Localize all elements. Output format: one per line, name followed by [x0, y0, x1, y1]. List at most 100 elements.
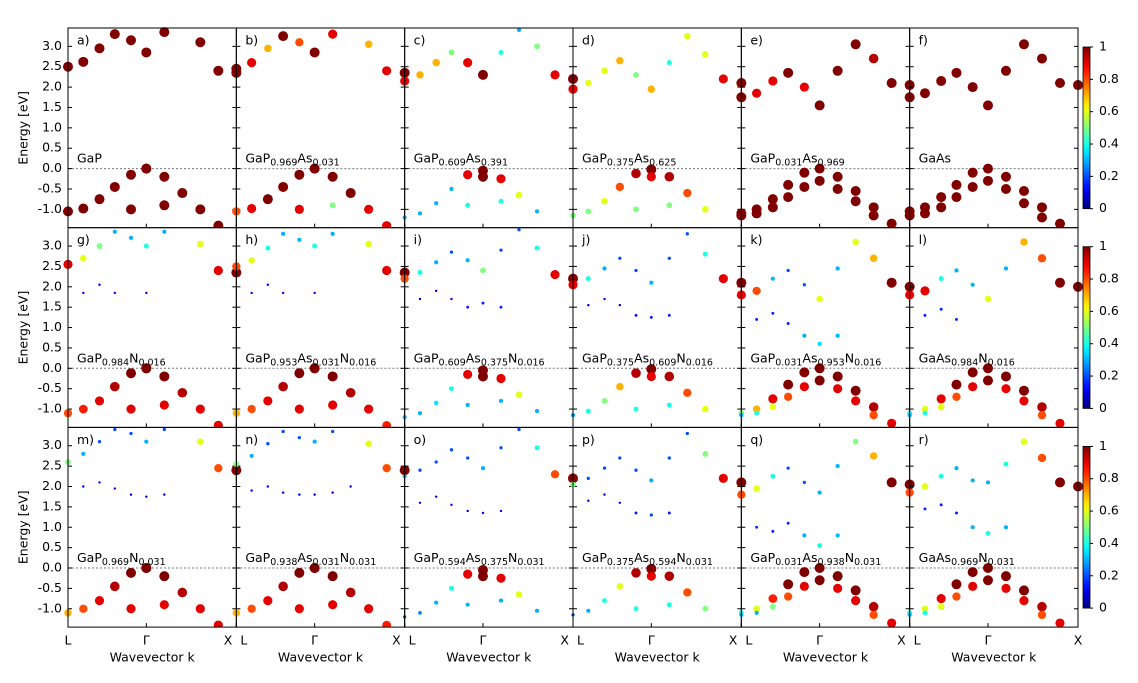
x-tick-label: L — [65, 633, 72, 648]
band-point — [646, 563, 657, 574]
composition-element: As — [466, 550, 481, 565]
band-point — [783, 192, 794, 203]
band-point — [382, 620, 392, 628]
panel — [64, 426, 242, 628]
composition-subscript: 0.984 — [951, 357, 978, 368]
band-point — [517, 228, 521, 232]
band-point — [79, 254, 87, 262]
band-point — [434, 201, 439, 206]
band-point — [982, 363, 993, 374]
composition-subscript: 0.969 — [818, 157, 845, 168]
band-point — [465, 258, 470, 263]
y-tick-label: -1.0 — [38, 401, 62, 416]
band-point — [448, 49, 455, 56]
band-point — [78, 56, 89, 67]
composition-subscript: 0.031 — [349, 557, 376, 568]
panel-label: j) — [581, 232, 590, 247]
composition-element: GaP — [77, 350, 102, 365]
band-point — [345, 387, 356, 398]
band-point — [783, 579, 794, 590]
band-point — [852, 238, 859, 246]
x-tick-label: Γ — [311, 633, 318, 648]
band-point — [817, 543, 823, 549]
band-point — [967, 82, 978, 93]
panel-frame — [235, 227, 406, 428]
band-point — [868, 402, 879, 412]
colorbar-tick-label: 0.4 — [1099, 136, 1119, 151]
band-point — [465, 402, 470, 408]
band-point — [835, 266, 840, 271]
band-point — [1037, 402, 1047, 412]
band-point — [851, 596, 861, 606]
composition-label: GaP — [77, 150, 102, 165]
band-point — [94, 596, 105, 606]
band-point — [448, 585, 454, 591]
band-point — [667, 511, 671, 515]
band-point — [159, 600, 169, 610]
band-point — [922, 410, 928, 416]
band-point — [145, 495, 148, 498]
composition-label: GaP0.031As0.938N0.031 — [750, 550, 881, 568]
composition-subscript: 0.016 — [686, 357, 713, 368]
band-point — [814, 175, 825, 186]
composition-subscript: 0.984 — [102, 357, 129, 368]
band-point — [685, 232, 689, 236]
band-point — [477, 171, 488, 182]
band-point — [466, 456, 470, 460]
composition-subscript: 0.375 — [481, 557, 508, 568]
band-point — [349, 485, 352, 488]
band-point — [309, 563, 320, 574]
band-point — [498, 49, 504, 55]
y-tick-label: 0.5 — [42, 539, 62, 554]
band-point — [534, 409, 540, 414]
band-point — [82, 485, 85, 488]
band-point — [263, 396, 273, 406]
composition-subscript: 0.031 — [313, 557, 340, 568]
band-point — [921, 405, 929, 413]
y-tick-label: 2.0 — [42, 79, 62, 94]
band-point — [982, 100, 993, 111]
band-points — [904, 39, 1083, 228]
band-point — [667, 313, 671, 317]
band-point — [814, 163, 825, 174]
composition-label: GaP0.984N0.016 — [77, 350, 166, 368]
band-point — [312, 439, 317, 444]
panel-label: m) — [77, 432, 94, 447]
band-point — [1000, 571, 1011, 582]
band-point — [783, 379, 794, 390]
band-point — [1037, 453, 1047, 463]
band-point — [248, 256, 255, 264]
colorbar-tick-label: 0.2 — [1099, 567, 1119, 582]
band-point — [294, 204, 304, 214]
composition-subscript: 0.031 — [517, 557, 544, 568]
band-point — [126, 604, 136, 614]
band-point — [768, 76, 778, 86]
band-point — [517, 427, 521, 432]
band-point — [802, 333, 807, 338]
composition-subscript: 0.609 — [439, 157, 466, 168]
composition-label: GaP0.375As0.594N0.031 — [582, 550, 713, 568]
band-point — [364, 604, 374, 614]
band-point — [833, 384, 843, 394]
y-tick-label: 2.5 — [42, 258, 62, 273]
band-point — [585, 276, 591, 282]
panel-frame — [909, 227, 1079, 428]
band-point — [954, 466, 959, 471]
band-point — [450, 297, 453, 301]
band-point — [586, 476, 590, 480]
y-tick-label: -1.0 — [38, 201, 62, 216]
band-point — [634, 268, 638, 273]
colorbar-tick-label: 0.4 — [1099, 335, 1119, 350]
band-point — [1054, 477, 1065, 488]
band-point — [498, 598, 504, 603]
panel-frame — [235, 27, 406, 229]
composition-element: GaP — [750, 150, 775, 165]
panel-frame — [572, 227, 742, 428]
y-tick-label: 0.5 — [42, 339, 62, 354]
composition-subscript: 0.969 — [102, 557, 129, 568]
band-point — [477, 571, 488, 582]
colorbar-tick-label: 0.2 — [1099, 168, 1119, 183]
band-point — [534, 43, 540, 50]
x-tick-label: Γ — [479, 633, 486, 648]
band-point — [951, 67, 962, 78]
